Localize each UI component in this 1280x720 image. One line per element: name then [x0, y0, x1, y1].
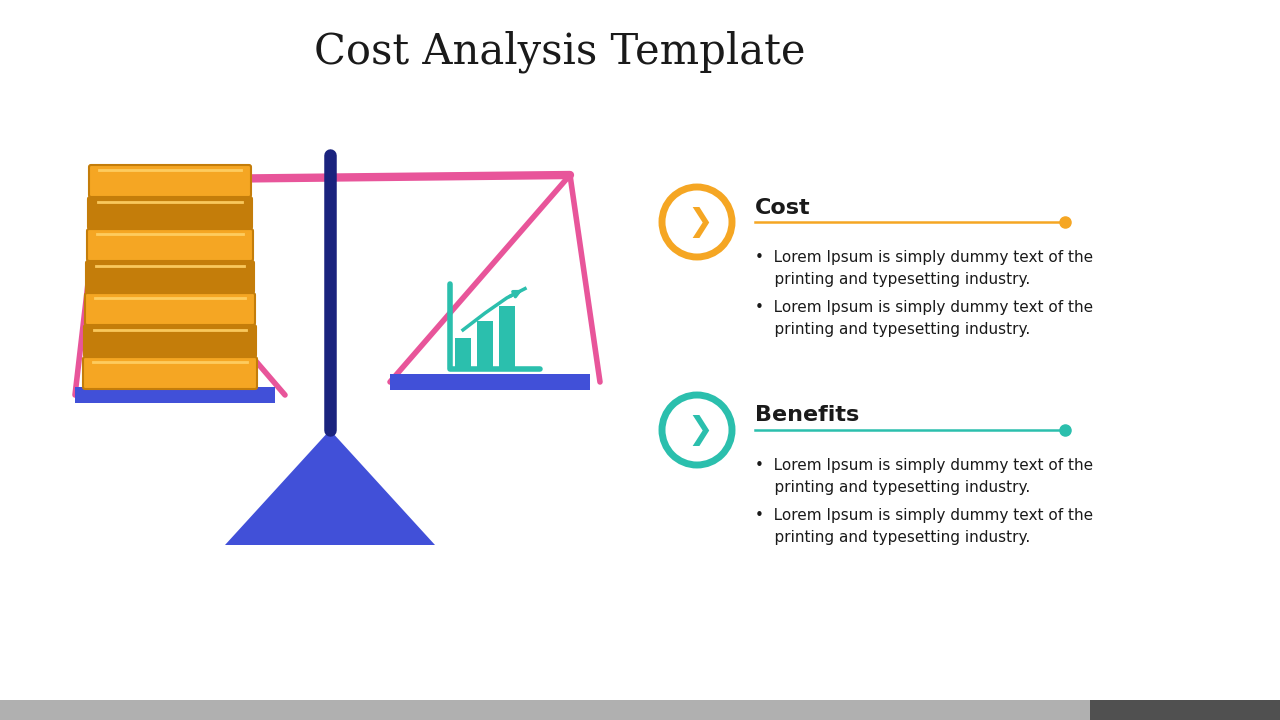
Bar	[454, 338, 471, 367]
Text: Cost: Cost	[755, 198, 810, 218]
Bar	[0, 700, 1091, 720]
Bar	[76, 387, 275, 403]
FancyBboxPatch shape	[84, 293, 255, 325]
FancyBboxPatch shape	[88, 197, 252, 229]
Bar	[390, 374, 590, 390]
Text: •  Lorem Ipsum is simply dummy text of the
    printing and typesetting industry: • Lorem Ipsum is simply dummy text of th…	[755, 250, 1093, 287]
FancyBboxPatch shape	[90, 165, 251, 197]
FancyBboxPatch shape	[87, 229, 253, 261]
Text: Benefits: Benefits	[755, 405, 859, 425]
Text: ❯: ❯	[687, 207, 713, 238]
Text: •  Lorem Ipsum is simply dummy text of the
    printing and typesetting industry: • Lorem Ipsum is simply dummy text of th…	[755, 300, 1093, 337]
Text: •  Lorem Ipsum is simply dummy text of the
    printing and typesetting industry: • Lorem Ipsum is simply dummy text of th…	[755, 458, 1093, 495]
Bar	[477, 321, 493, 367]
Text: ❯: ❯	[687, 415, 713, 446]
Bar	[499, 306, 515, 367]
FancyBboxPatch shape	[83, 357, 257, 389]
FancyBboxPatch shape	[84, 325, 256, 357]
Bar	[1091, 700, 1280, 720]
Text: •  Lorem Ipsum is simply dummy text of the
    printing and typesetting industry: • Lorem Ipsum is simply dummy text of th…	[755, 508, 1093, 545]
FancyBboxPatch shape	[86, 261, 253, 293]
Polygon shape	[225, 430, 435, 545]
Text: Cost Analysis Template: Cost Analysis Template	[315, 31, 805, 73]
